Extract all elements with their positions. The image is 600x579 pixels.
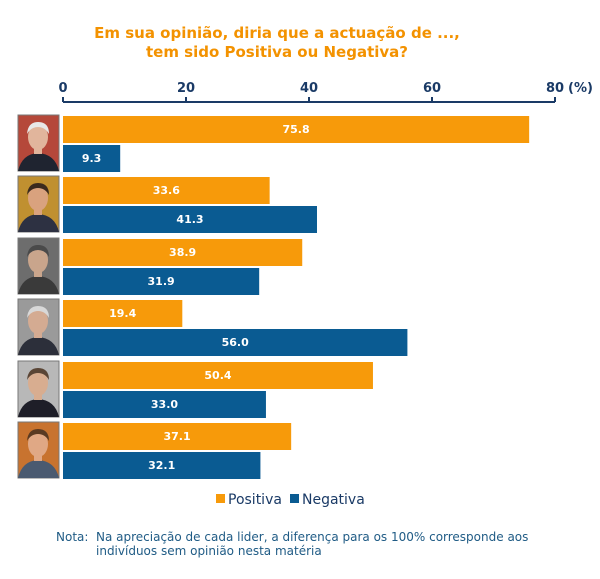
bar-negativa	[63, 452, 261, 479]
bar-label-positiva: 38.9	[169, 246, 196, 259]
bar-label-negativa: 56.0	[222, 336, 249, 349]
leader-photo	[17, 298, 60, 356]
footnote: Nota: Na apreciação de cada lider, a dif…	[56, 530, 528, 558]
bar-negativa	[63, 206, 317, 233]
bar-label-negativa: 31.9	[148, 275, 175, 288]
x-tick-label: 60	[423, 81, 441, 96]
bar-positiva	[63, 362, 373, 389]
x-tick-label: 0	[58, 81, 67, 96]
footnote-line-2: indivíduos sem opinião nesta matéria	[96, 544, 322, 558]
bar-negativa	[63, 268, 260, 295]
bar-label-positiva: 37.1	[164, 430, 191, 443]
x-tick-label: 80	[546, 81, 564, 96]
chart-title-line-1: Em sua opinião, diria que a actuação de …	[94, 24, 460, 42]
bar-label-negativa: 41.3	[176, 213, 203, 226]
legend-swatch-negativa	[290, 494, 299, 503]
x-axis: 0 20 40 60 80	[58, 81, 564, 103]
leader-photo	[17, 360, 60, 418]
bar-positiva	[63, 116, 530, 143]
bar-positiva	[63, 300, 183, 327]
bar-label-negativa: 32.1	[148, 459, 175, 472]
bar-label-positiva: 50.4	[204, 369, 231, 382]
bar-positiva	[63, 177, 270, 204]
bar-positiva	[63, 239, 303, 266]
x-tick-label: 40	[300, 81, 318, 96]
bar-label-positiva: 33.6	[153, 184, 180, 197]
bar-negativa	[63, 391, 266, 418]
footnote-prefix: Nota:	[56, 530, 88, 544]
legend-label-positiva: Positiva	[228, 492, 282, 508]
bar-label-negativa: 33.0	[151, 398, 178, 411]
leader-photo	[17, 175, 60, 233]
bar-label-positiva: 75.8	[283, 123, 310, 136]
bars: 75.8 9.3 33.6 41.3 38.9 31.9 19.4 56.0 50.4 33.0 3…	[63, 116, 530, 479]
bar-label-negativa: 9.3	[82, 152, 102, 165]
bar-positiva	[63, 423, 292, 450]
chart-title-line-2: tem sido Positiva ou Negativa?	[146, 43, 408, 61]
bar-negativa	[63, 145, 121, 172]
bar-negativa	[63, 329, 408, 356]
footnote-line-1: Na apreciação de cada lider, a diferença…	[96, 530, 528, 544]
leader-photo	[17, 114, 60, 172]
x-axis-unit: (%)	[568, 81, 593, 96]
legend-label-negativa: Negativa	[302, 492, 365, 508]
legend-swatch-positiva	[216, 494, 225, 503]
bar-label-positiva: 19.4	[109, 307, 136, 320]
leader-photo	[17, 237, 60, 295]
legend: Positiva Negativa	[216, 492, 365, 508]
leader-photos	[17, 114, 60, 479]
leader-photo	[17, 421, 60, 479]
x-tick-label: 20	[177, 81, 195, 96]
